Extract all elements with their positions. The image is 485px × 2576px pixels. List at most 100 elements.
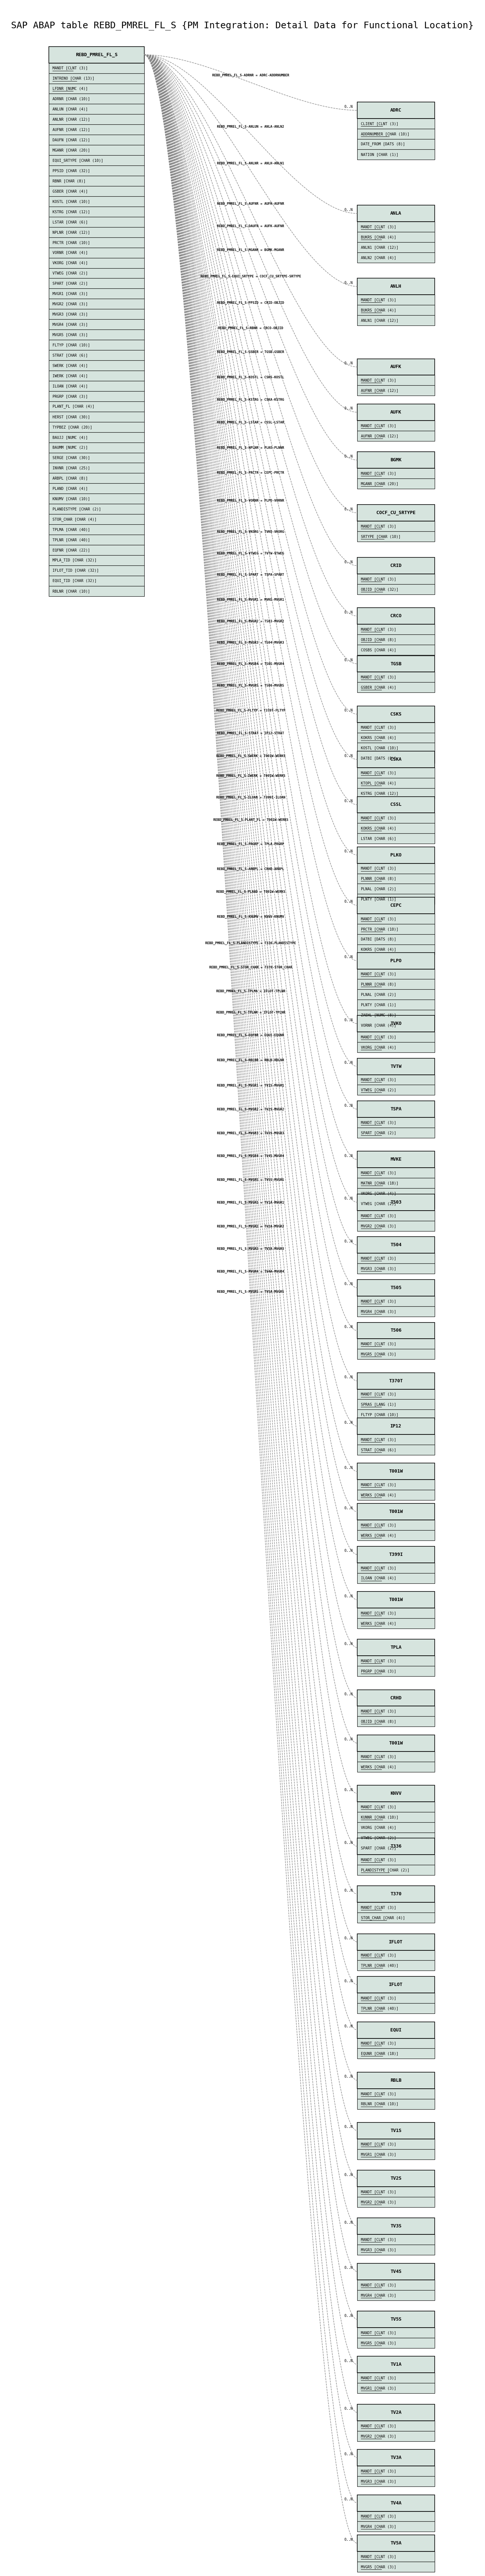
Bar — [357, 788, 435, 799]
Text: TPLNR [CHAR (40)]: TPLNR [CHAR (40)] — [361, 2007, 398, 2009]
Text: BAUMM [NUMC (2)]: BAUMM [NUMC (2)] — [52, 446, 88, 448]
Text: REBD_PMREL_FL_S-ARBPL = CRHD-ARBPL: REBD_PMREL_FL_S-ARBPL = CRHD-ARBPL — [217, 868, 284, 871]
Text: 0..N: 0..N — [344, 1283, 353, 1285]
Bar — [357, 896, 435, 914]
Text: SAP ABAP table REBD_PMREL_FL_S {PM Integration: Detail Data for Functional Locat: SAP ABAP table REBD_PMREL_FL_S {PM Integ… — [11, 21, 474, 31]
Bar — [357, 2138, 435, 2148]
Bar — [357, 863, 435, 873]
Text: REBD_PMREL_FL_S-MVGR3 = TV3S-MVGR3: REBD_PMREL_FL_S-MVGR3 = TV3S-MVGR3 — [217, 1131, 284, 1136]
Text: REBD_PMREL_FL_S-MVGR1 = TV1A-MVGR1: REBD_PMREL_FL_S-MVGR1 = TV1A-MVGR1 — [217, 1200, 284, 1203]
Text: REBD_PMREL_FL_S-MVGR2 = TV2S-MVGR2: REBD_PMREL_FL_S-MVGR2 = TV2S-MVGR2 — [217, 1108, 284, 1110]
Text: WERKS [CHAR (4)]: WERKS [CHAR (4)] — [361, 1765, 396, 1770]
Text: MANDT [CLNT (3)]: MANDT [CLNT (3)] — [361, 1806, 396, 1808]
Bar — [357, 835, 435, 845]
Bar — [49, 93, 144, 103]
Text: 0..N: 0..N — [344, 1842, 353, 1844]
Text: REBD_PMREL_FL_S-MVGR2 = TV2A-MVGR2: REBD_PMREL_FL_S-MVGR2 = TV2A-MVGR2 — [217, 1224, 284, 1229]
Text: 0..N: 0..N — [344, 1937, 353, 1940]
Bar — [357, 149, 435, 160]
Bar — [357, 2071, 435, 2089]
Text: TYPBEZ [CHAR (20)]: TYPBEZ [CHAR (20)] — [52, 425, 92, 428]
Text: MANDT [CLNT (3)]: MANDT [CLNT (3)] — [361, 379, 396, 381]
Text: KSTRG [CHAR (12)]: KSTRG [CHAR (12)] — [52, 209, 90, 214]
Bar — [357, 2311, 435, 2329]
Bar — [357, 1656, 435, 1667]
Bar — [357, 531, 435, 541]
Text: MANDT [CLNT (3)]: MANDT [CLNT (3)] — [361, 2470, 396, 2473]
Text: IFLOT: IFLOT — [389, 1940, 403, 1945]
Bar — [49, 484, 144, 495]
Bar — [357, 1255, 435, 1262]
Text: 0..N: 0..N — [344, 209, 353, 211]
Text: MVGR3 [CHAR (3)]: MVGR3 [CHAR (3)] — [52, 312, 88, 317]
Bar — [357, 989, 435, 999]
Bar — [357, 1435, 435, 1445]
Bar — [357, 1886, 435, 1901]
Bar — [357, 721, 435, 732]
Text: REBD_PMREL_FL_S-STRAT = IP12-STRAT: REBD_PMREL_FL_S-STRAT = IP12-STRAT — [217, 732, 284, 734]
Text: 0..N: 0..N — [344, 2313, 353, 2318]
Text: PRCTR [CHAR (10)]: PRCTR [CHAR (10)] — [52, 240, 90, 245]
Text: REBD_PMREL_FL_S-PLAND = T001W-WERKS: REBD_PMREL_FL_S-PLAND = T001W-WERKS — [216, 891, 285, 894]
Text: MANDT [CLNT (3)]: MANDT [CLNT (3)] — [361, 2424, 396, 2427]
Text: CRID: CRID — [390, 564, 402, 569]
Bar — [49, 567, 144, 574]
Text: REBD_PMREL_FL_S-PRGRP = TPLA-PRGRP: REBD_PMREL_FL_S-PRGRP = TPLA-PRGRP — [217, 842, 284, 845]
Text: MANDT [CLNT (3)]: MANDT [CLNT (3)] — [361, 971, 396, 976]
Bar — [357, 232, 435, 242]
Bar — [357, 1994, 435, 2004]
Text: EQUNR [CHAR (18)]: EQUNR [CHAR (18)] — [361, 2050, 398, 2056]
Text: REBD_PMREL_FL_S-LSTAR = CSSL-LSTAR: REBD_PMREL_FL_S-LSTAR = CSSL-LSTAR — [217, 420, 284, 425]
Text: 0..N: 0..N — [344, 1739, 353, 1741]
Bar — [357, 1716, 435, 1726]
Text: REBD_PMREL_FL_S-MVGR1 = TV1S-MVGR1: REBD_PMREL_FL_S-MVGR1 = TV1S-MVGR1 — [217, 1084, 284, 1087]
Text: KNUMV [CHAR (10)]: KNUMV [CHAR (10)] — [52, 497, 90, 500]
Bar — [357, 1752, 435, 1762]
Bar — [357, 654, 435, 672]
Bar — [49, 515, 144, 526]
Text: MANDT [CLNT (3)]: MANDT [CLNT (3)] — [361, 1857, 396, 1862]
Text: PLNNR [CHAR (8)]: PLNNR [CHAR (8)] — [361, 876, 396, 881]
Text: TPLNR [CHAR (40)]: TPLNR [CHAR (40)] — [52, 538, 90, 541]
Bar — [357, 1901, 435, 1911]
Bar — [49, 134, 144, 144]
Bar — [357, 945, 435, 956]
Text: MVGR2 [CHAR (3)]: MVGR2 [CHAR (3)] — [361, 1224, 396, 1229]
Text: PRGRP [CHAR (3)]: PRGRP [CHAR (3)] — [52, 394, 88, 399]
Text: REBD_PMREL_FL_S-VTWEG = TVTW-VTWEG: REBD_PMREL_FL_S-VTWEG = TVTW-VTWEG — [217, 551, 284, 554]
Text: MATNR [CHAR (18)]: MATNR [CHAR (18)] — [361, 1182, 398, 1185]
Text: HERST [CHAR (30)]: HERST [CHAR (30)] — [52, 415, 90, 417]
Text: 0..N: 0..N — [344, 1061, 353, 1064]
Text: RBLNR [CHAR (10)]: RBLNR [CHAR (10)] — [361, 2102, 398, 2105]
Text: MANDT [CLNT (3)]: MANDT [CLNT (3)] — [361, 1659, 396, 1662]
Bar — [357, 1167, 435, 1177]
Text: MANDT [CLNT (3)]: MANDT [CLNT (3)] — [361, 726, 396, 729]
Text: ADRC: ADRC — [390, 108, 402, 113]
Text: REBD_PMREL_FL_S-SWERK = T001W-WERKS: REBD_PMREL_FL_S-SWERK = T001W-WERKS — [216, 755, 285, 757]
Text: REBD_PMREL_FL_S-MVGR2 = T503-MVGR2: REBD_PMREL_FL_S-MVGR2 = T503-MVGR2 — [217, 621, 284, 623]
Bar — [357, 1306, 435, 1316]
Bar — [357, 925, 435, 935]
Bar — [49, 258, 144, 268]
Text: ANLA: ANLA — [390, 211, 402, 216]
Bar — [357, 1445, 435, 1455]
Text: 0..N: 0..N — [344, 2125, 353, 2128]
Text: 0..N: 0..N — [344, 106, 353, 108]
Bar — [49, 103, 144, 113]
Text: 0..N: 0..N — [344, 2360, 353, 2362]
Text: 0..N: 0..N — [344, 507, 353, 510]
Text: KUNNR [CHAR (10)]: KUNNR [CHAR (10)] — [361, 1816, 398, 1819]
Text: BAUJJ [NUMC (4)]: BAUJJ [NUMC (4)] — [52, 435, 88, 438]
Text: REBD_PMREL_FL_S-ANLUN = ANLA-ANLN2: REBD_PMREL_FL_S-ANLUN = ANLA-ANLN2 — [217, 126, 284, 129]
Text: OBJID [CHAR (8)]: OBJID [CHAR (8)] — [361, 1721, 396, 1723]
Bar — [357, 1564, 435, 1574]
Text: TGSB: TGSB — [390, 662, 402, 667]
Text: VKORG [CHAR (4)]: VKORG [CHAR (4)] — [361, 1826, 396, 1829]
Text: PLANT_FL [CHAR (4)]: PLANT_FL [CHAR (4)] — [52, 404, 94, 410]
Bar — [357, 118, 435, 129]
Bar — [357, 796, 435, 814]
Bar — [357, 814, 435, 824]
Text: KOKRS [CHAR (4)]: KOKRS [CHAR (4)] — [361, 827, 396, 829]
Bar — [357, 706, 435, 721]
Text: 0..N: 0..N — [344, 1788, 353, 1793]
